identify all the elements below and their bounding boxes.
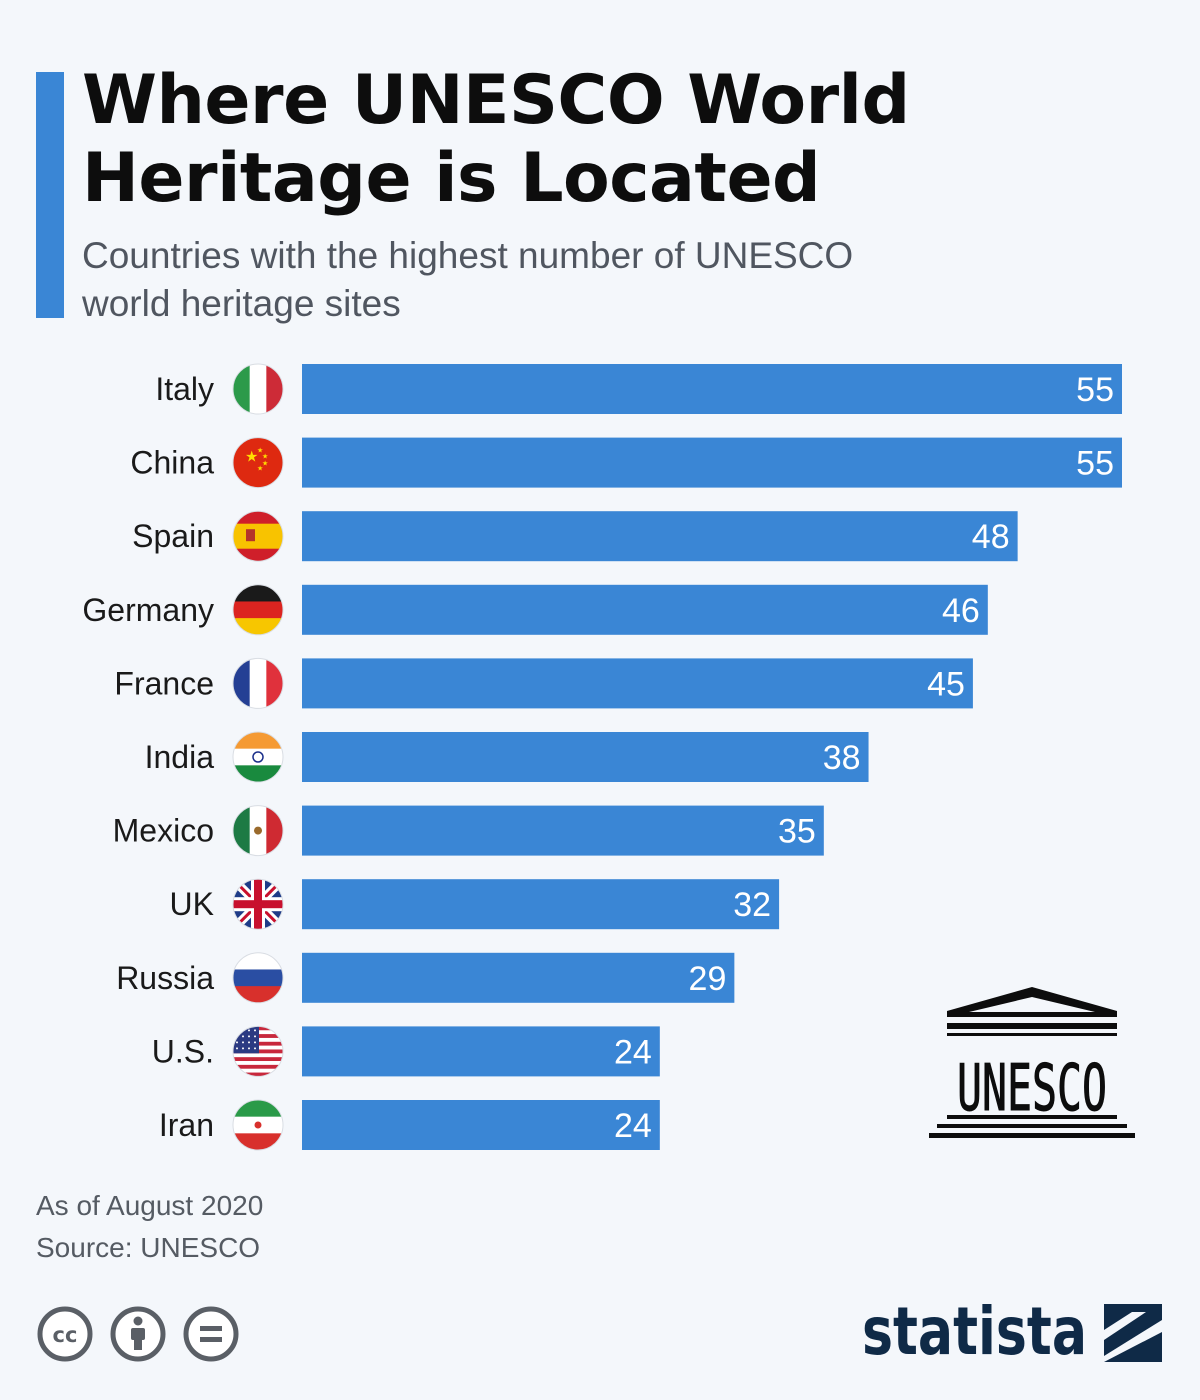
value-label: 48 [972, 518, 1010, 556]
svg-text:★: ★ [257, 447, 263, 455]
bar-russia [302, 952, 735, 1003]
title-line-1: Where UNESCO World [82, 61, 910, 140]
category-label: U.S. [152, 1033, 214, 1069]
svg-text:★: ★ [245, 448, 258, 466]
title-accent-bar [36, 72, 64, 318]
subtitle-line-2: world heritage sites [82, 283, 401, 324]
statista-mark-icon [1104, 1304, 1162, 1362]
bar-us [302, 1026, 660, 1077]
bar-france [302, 658, 973, 709]
svg-text:cc: cc [53, 1323, 78, 1347]
flag-uk-icon [232, 878, 284, 930]
value-label: 38 [823, 739, 861, 777]
bar-china [302, 437, 1122, 488]
flag-iran-icon [232, 1099, 284, 1151]
footnote-source: Source: UNESCO [36, 1232, 261, 1263]
category-label: Mexico [113, 813, 214, 849]
category-label: Italy [155, 371, 214, 407]
bar-iran [302, 1100, 660, 1150]
category-label: Iran [159, 1107, 214, 1143]
flag-spain-icon [232, 510, 284, 562]
value-label: 32 [733, 886, 771, 924]
statista-logo[interactable]: statista [862, 1296, 1172, 1368]
category-label: Russia [116, 960, 214, 996]
category-label: UK [170, 886, 214, 922]
subtitle-line-1: Countries with the highest number of UNE… [82, 235, 854, 276]
value-label: 24 [614, 1033, 652, 1071]
bar-italy [302, 364, 1122, 414]
bar-germany [302, 584, 988, 635]
unesco-logo-text: UNESCO [957, 1052, 1107, 1126]
bar-uk [302, 879, 780, 930]
flag-mexico-icon [232, 805, 284, 857]
flag-italy-icon [232, 363, 284, 415]
no-derivatives-icon[interactable] [183, 1306, 239, 1362]
title-line-2: Heritage is Located [82, 139, 821, 218]
category-label: China [130, 445, 214, 481]
flag-india-icon [232, 731, 284, 783]
cc-icon[interactable]: cc [37, 1306, 93, 1362]
value-label: 29 [689, 960, 727, 998]
statista-logo-text: statista [862, 1296, 1087, 1368]
value-label: 35 [778, 813, 816, 851]
license-icons: cc [37, 1306, 239, 1362]
page-title: Where UNESCO World Heritage is Located [82, 62, 1082, 218]
value-label: 55 [1076, 445, 1114, 483]
value-label: 24 [614, 1107, 652, 1145]
flag-france-icon [232, 657, 284, 709]
unesco-logo: UNESCO [929, 987, 1135, 1138]
flag-germany-icon [232, 584, 284, 636]
value-label: 46 [942, 592, 980, 630]
category-label: India [145, 739, 215, 775]
attribution-icon[interactable] [110, 1306, 166, 1362]
footnote-date: As of August 2020 [36, 1190, 264, 1221]
category-label: Spain [132, 518, 214, 554]
flag-russia-icon [232, 952, 284, 1004]
svg-text:★: ★ [257, 465, 263, 473]
value-label: 55 [1076, 371, 1114, 409]
flag-china-icon: ★★★★★ [232, 437, 284, 489]
bar-india [302, 732, 869, 782]
category-label: Germany [82, 592, 214, 628]
value-label: 45 [927, 665, 965, 703]
page-subtitle: Countries with the highest number of UNE… [82, 232, 1082, 328]
svg-text:★: ★ [262, 460, 268, 468]
bar-spain [302, 511, 1018, 562]
svg-text:★: ★ [262, 453, 268, 461]
category-label: France [114, 665, 214, 701]
bar-mexico [302, 805, 824, 856]
flag-us-icon [232, 1025, 284, 1077]
